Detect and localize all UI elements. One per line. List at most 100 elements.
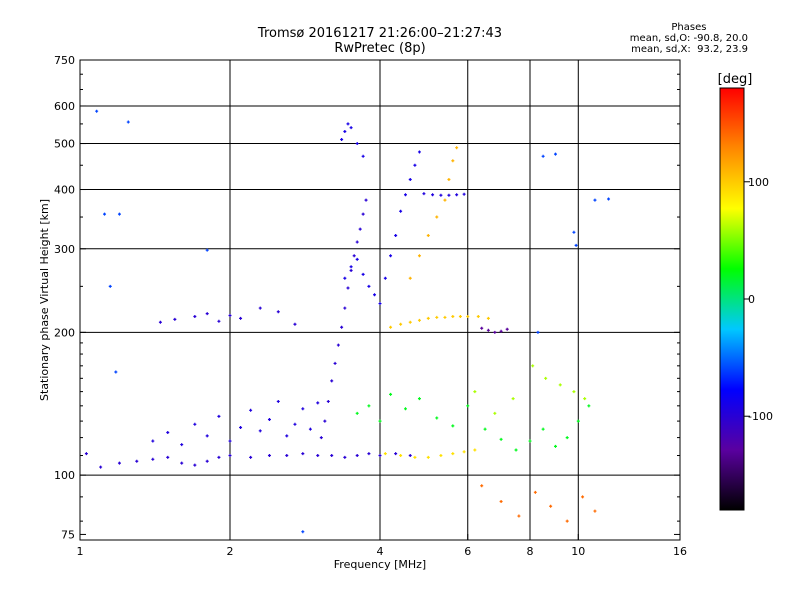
data-point [301,530,305,534]
data-point [383,276,387,280]
data-point [323,419,327,423]
data-point [511,397,515,401]
data-point [517,514,521,518]
data-point [553,152,557,156]
data-point [417,318,421,322]
data-point [413,455,417,459]
x-axis-label: Frequency [MHz] [334,558,426,571]
data-point [126,120,130,124]
data-point [173,317,177,321]
data-point [258,306,262,310]
data-point [217,455,221,459]
phase-stats-heading: Phases [671,22,707,33]
data-point [355,454,359,458]
data-point [326,399,330,403]
data-point [378,302,382,306]
data-point [466,314,470,318]
data-point [462,450,466,454]
data-point [528,439,532,443]
data-point [135,459,139,463]
data-point [435,416,439,420]
data-point [355,240,359,244]
x-tick-label: 16 [673,545,687,558]
data-point [583,397,587,401]
colorbar: [deg] -100 0 100 [718,72,773,511]
data-point [576,419,580,423]
data-point [346,122,350,126]
data-point [553,444,557,448]
data-point [205,459,209,463]
data-point [536,330,540,334]
data-point [572,390,576,394]
data-point [408,320,412,324]
data-point [361,272,365,276]
data-point [408,276,412,280]
data-point [349,265,353,269]
data-point [565,519,569,523]
y-axis-label: Stationary phase Virtual Height [km] [38,199,51,401]
data-point [367,404,371,408]
data-point [593,198,597,202]
data-point [330,379,334,383]
data-point [549,504,553,508]
data-point [486,316,490,320]
data-point [358,227,362,231]
data-point [249,408,253,412]
data-point [193,314,197,318]
grid [80,60,680,540]
data-point [514,448,518,452]
data-point [193,422,197,426]
data-point [447,193,451,197]
y-tick-label: 750 [54,54,75,67]
data-point [572,230,576,234]
phase-stats: Phases mean, sd,O: -90.8, 20.0 mean, sd,X… [630,22,748,55]
y-tick-label: 300 [54,243,75,256]
data-point [267,454,271,458]
data-point [117,461,121,465]
x-tick-label: 2 [227,545,234,558]
y-tick-label: 600 [54,100,75,113]
data-point [205,248,209,252]
data-point [228,454,232,458]
data-point [84,452,88,456]
data-point [367,452,371,456]
colorbar-gradient [719,87,745,511]
colorbar-tick-label: 0 [748,293,755,306]
data-point [544,376,548,380]
data-point [451,314,455,318]
data-point [574,243,578,247]
data-point [408,454,412,458]
data-point [403,407,407,411]
data-point [158,320,162,324]
x-tick-label: 4 [377,545,384,558]
data-point [389,325,393,329]
data-point [417,254,421,258]
data-point [378,419,382,423]
data-point [383,452,387,456]
data-point [349,126,353,130]
data-point [533,490,537,494]
data-point [285,434,289,438]
data-point [166,431,170,435]
data-point [205,434,209,438]
data-point [228,439,232,443]
data-point [466,404,470,408]
data-point [343,455,347,459]
x-tick-label: 6 [464,545,471,558]
data-point [355,411,359,415]
data-point [258,429,262,433]
data-point [403,193,407,197]
data-point [480,326,484,330]
data-point [180,461,184,465]
y-tick-label: 200 [54,326,75,339]
data-point [443,315,447,319]
data-point [373,293,377,297]
data-point [95,109,99,113]
data-point [587,404,591,408]
data-point [99,465,103,469]
data-point [565,436,569,440]
data-point [249,455,253,459]
scatter-points [84,109,611,534]
data-point [333,361,337,365]
data-point [399,454,403,458]
